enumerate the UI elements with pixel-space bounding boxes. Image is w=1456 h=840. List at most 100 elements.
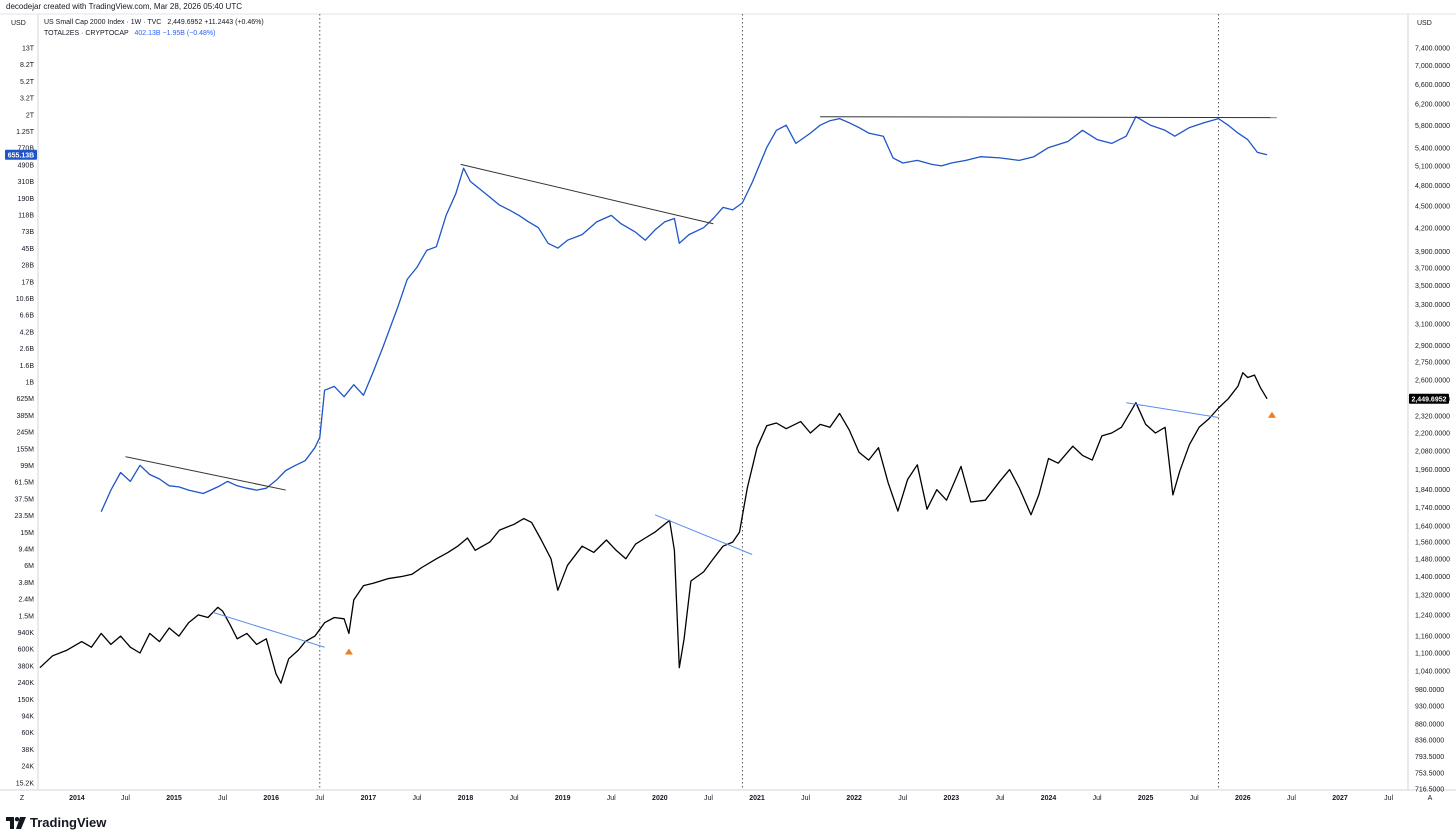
right-axis-tick-label: 6,600.0000 [1415,82,1450,89]
time-axis-tick-label: 2017 [361,795,377,802]
right-axis-tick-label: 2,900.0000 [1415,343,1450,350]
right-axis-tick-label: 930.0000 [1415,704,1444,711]
right-axis-tick-label: 716.5000 [1415,787,1444,794]
left-axis-tick-label: 60K [22,730,35,737]
right-axis-tick-label: 1,480.0000 [1415,556,1450,563]
left-axis-tick-label: 940K [18,630,35,637]
left-axis-tick-label: 3.2T [20,96,35,103]
left-axis-tick-label: 9.4M [18,547,34,554]
left-axis-tick-label: 240K [18,680,35,687]
right-axis-tick-label: 880.0000 [1415,721,1444,728]
left-axis-tick-label: 15M [20,530,34,537]
legend-row-rut[interactable]: US Small Cap 2000 Index · 1W · TVC 2,449… [44,17,264,28]
attribution-text: decodejar created with TradingView.com, … [6,2,242,11]
left-axis-tick-label: 155M [16,446,34,453]
right-axis-tick-label: 2,600.0000 [1415,377,1450,384]
left-axis-unit: USD [11,20,26,27]
time-axis-tick-label: 2026 [1235,795,1251,802]
right-axis-tick-label: 3,100.0000 [1415,322,1450,329]
trendline[interactable] [1126,402,1219,418]
trendline[interactable] [125,456,286,491]
left-axis-tick-label: 118B [18,213,34,220]
time-axis-tick-label: 2020 [652,795,668,802]
right-axis-tick-label: 6,200.0000 [1415,102,1450,109]
time-axis-tick-label: Jul [607,795,616,802]
left-axis-tick-label: 190B [18,196,35,203]
orange-triangle-marker[interactable] [1267,411,1276,418]
trendline[interactable] [460,163,714,225]
time-axis-tick-label: Jul [995,795,1004,802]
left-axis-tick-label: 1.25T [16,129,35,136]
left-axis-tick-label: 28B [22,263,35,270]
right-axis-tick-label: 1,640.0000 [1415,524,1450,531]
left-axis-tick-label: 490B [18,162,35,169]
left-axis-tick-label: 24K [22,764,35,771]
right-axis-tick-label: 4,200.0000 [1415,225,1450,232]
time-axis-tick-label: 2016 [263,795,279,802]
left-axis-tick-label: 2T [26,112,35,119]
legend: US Small Cap 2000 Index · 1W · TVC 2,449… [44,17,264,39]
right-axis-tick-label: 1,740.0000 [1415,505,1450,512]
left-axis-tick-label: 245M [16,430,34,437]
right-axis-tick-label: 980.0000 [1415,687,1444,694]
time-axis-tick-label: 2014 [69,795,85,802]
left-axis-tick-label: 10.6B [16,296,35,303]
time-axis-tick-label: 2025 [1138,795,1154,802]
right-axis-tick-label: 1,840.0000 [1415,487,1450,494]
legend-rut-name: US Small Cap 2000 Index · 1W · TVC [44,19,162,26]
trendline[interactable] [820,116,1277,119]
legend-row-crypto[interactable]: TOTAL2ES · CRYPTOCAP 402.13B −1.95B (−0.… [44,28,264,39]
right-axis-tick-label: 2,080.0000 [1415,448,1450,455]
left-axis-tick-label: 99M [20,463,34,470]
left-axis-tick-label: 5.2T [20,79,35,86]
time-axis-tick-label: Jul [801,795,810,802]
right-axis-tick-label: 1,040.0000 [1415,668,1450,675]
time-axis-tick-label: Jul [1384,795,1393,802]
left-axis-tick-label: 17B [22,279,35,286]
right-axis-tick-label: 5,800.0000 [1415,123,1450,130]
left-axis-tick-label: 380K [18,663,35,670]
right-axis-tick-label: 1,240.0000 [1415,612,1450,619]
series-line-total2es[interactable] [100,116,1268,512]
left-axis-tick-label: 45B [22,246,35,253]
left-axis-tick-label: 1B [25,380,34,387]
right-axis-tick-label: 2,320.0000 [1415,414,1450,421]
left-current-value-badge [5,149,37,160]
trendline[interactable] [654,514,753,555]
left-axis-tick-label: 38K [22,747,35,754]
right-axis-tick-label: 3,900.0000 [1415,249,1450,256]
time-axis-tick-label: 2024 [1041,795,1057,802]
left-axis-tick-label: 625M [16,396,34,403]
left-axis-tick-label: 37.5M [15,496,35,503]
time-axis-tick-label: Jul [218,795,227,802]
right-axis-tick-label: 3,700.0000 [1415,265,1450,272]
tradingview-wordmark: TradingView [30,815,107,830]
right-axis-tick-label: 753.5000 [1415,771,1444,778]
right-axis-tick-label: 1,320.0000 [1415,593,1450,600]
left-axis-tick-label: 61.5M [15,480,35,487]
right-axis-tick-label: 2,750.0000 [1415,360,1450,367]
right-axis-tick-label: 1,160.0000 [1415,634,1450,641]
right-axis-tick-label: 5,400.0000 [1415,145,1450,152]
timezone-corner-label: Z [20,795,25,802]
right-current-value-badge [1409,393,1449,404]
time-axis-tick-label: Jul [412,795,421,802]
time-axis-tick-label: Jul [510,795,519,802]
left-current-value-text: 655.13B [8,152,34,159]
right-axis-tick-label: 2,200.0000 [1415,430,1450,437]
right-axis-tick-label: 793.5000 [1415,754,1444,761]
left-axis-tick-label: 1.5M [18,613,34,620]
time-axis-tick-label: Jul [315,795,324,802]
right-axis-tick-label: 1,560.0000 [1415,540,1450,547]
time-axis-tick-label: Jul [1093,795,1102,802]
time-axis-tick-label: Jul [1287,795,1296,802]
trendline[interactable] [212,611,325,648]
orange-triangle-marker[interactable] [344,648,353,655]
right-axis-tick-label: 7,400.0000 [1415,46,1450,53]
time-axis-tick-label: 2023 [944,795,960,802]
left-axis-tick-label: 94K [22,714,35,721]
right-axis-tick-label: 3,300.0000 [1415,302,1450,309]
legend-rut-values: 2,449.6952 +11.2443 (+0.46%) [167,19,264,26]
left-axis-tick-label: 8.2T [20,62,35,69]
